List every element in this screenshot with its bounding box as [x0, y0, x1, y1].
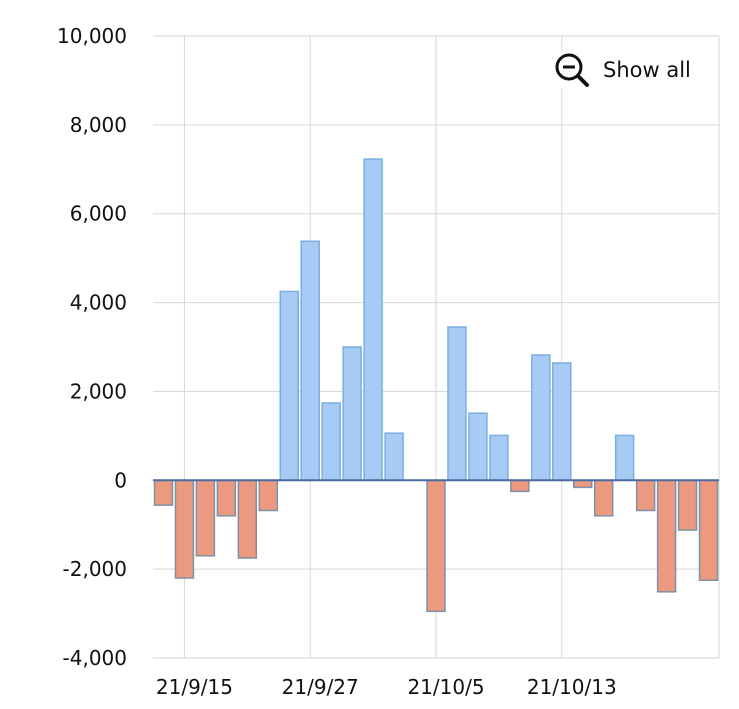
bar-positive[interactable] — [531, 354, 551, 482]
show-all-label: Show all — [603, 58, 691, 82]
bar-positive[interactable] — [321, 402, 341, 482]
y-tick-label: 10,000 — [57, 24, 127, 48]
y-tick-label: -2,000 — [63, 557, 127, 581]
bar-negative[interactable] — [174, 479, 195, 579]
bar-positive[interactable] — [342, 346, 362, 482]
bar-negative[interactable] — [237, 479, 258, 559]
bar-positive[interactable] — [468, 412, 488, 482]
y-tick-label: 2,000 — [70, 379, 127, 403]
bar-positive[interactable] — [300, 240, 320, 482]
bar-negative[interactable] — [426, 479, 446, 613]
bar-negative[interactable] — [258, 479, 279, 512]
bar-negative[interactable] — [195, 479, 216, 557]
x-tick-label: 21/9/27 — [282, 675, 359, 699]
bar-positive[interactable] — [614, 434, 635, 482]
bar-negative[interactable] — [573, 479, 593, 489]
bar-negative[interactable] — [593, 479, 614, 517]
bar-positive[interactable] — [363, 158, 383, 482]
bar-negative[interactable] — [635, 479, 656, 512]
y-tick-label: 6,000 — [70, 202, 127, 226]
x-tick-label: 21/9/15 — [156, 675, 233, 699]
bar-negative[interactable] — [698, 479, 719, 581]
bar-positive[interactable] — [384, 432, 404, 482]
x-tick-label: 21/10/13 — [527, 675, 617, 699]
bar-negative[interactable] — [216, 479, 237, 517]
bar-negative[interactable] — [656, 479, 677, 593]
bar-positive[interactable] — [447, 326, 467, 482]
y-tick-label: 4,000 — [70, 291, 127, 315]
y-tick-label: -4,000 — [63, 646, 127, 670]
x-tick-label: 21/10/5 — [407, 675, 484, 699]
y-tick-label: 8,000 — [70, 113, 127, 137]
bar-negative[interactable] — [510, 479, 530, 493]
bar-negative[interactable] — [677, 479, 698, 531]
y-axis-ticks: 10,000 8,000 6,000 4,000 2,000 0 -2,000 -4,000 — [57, 24, 127, 670]
bar-positive[interactable] — [279, 290, 299, 482]
y-tick-label: 0 — [114, 468, 127, 492]
bar-negative[interactable] — [153, 479, 174, 506]
bars — [153, 158, 719, 613]
show-all-button[interactable]: Show all — [553, 52, 697, 88]
x-axis-ticks: 21/9/15 21/9/27 21/10/5 21/10/13 — [156, 675, 617, 699]
zoom-out-icon — [555, 53, 589, 87]
bar-positive[interactable] — [552, 362, 572, 482]
bar-positive[interactable] — [489, 434, 509, 482]
